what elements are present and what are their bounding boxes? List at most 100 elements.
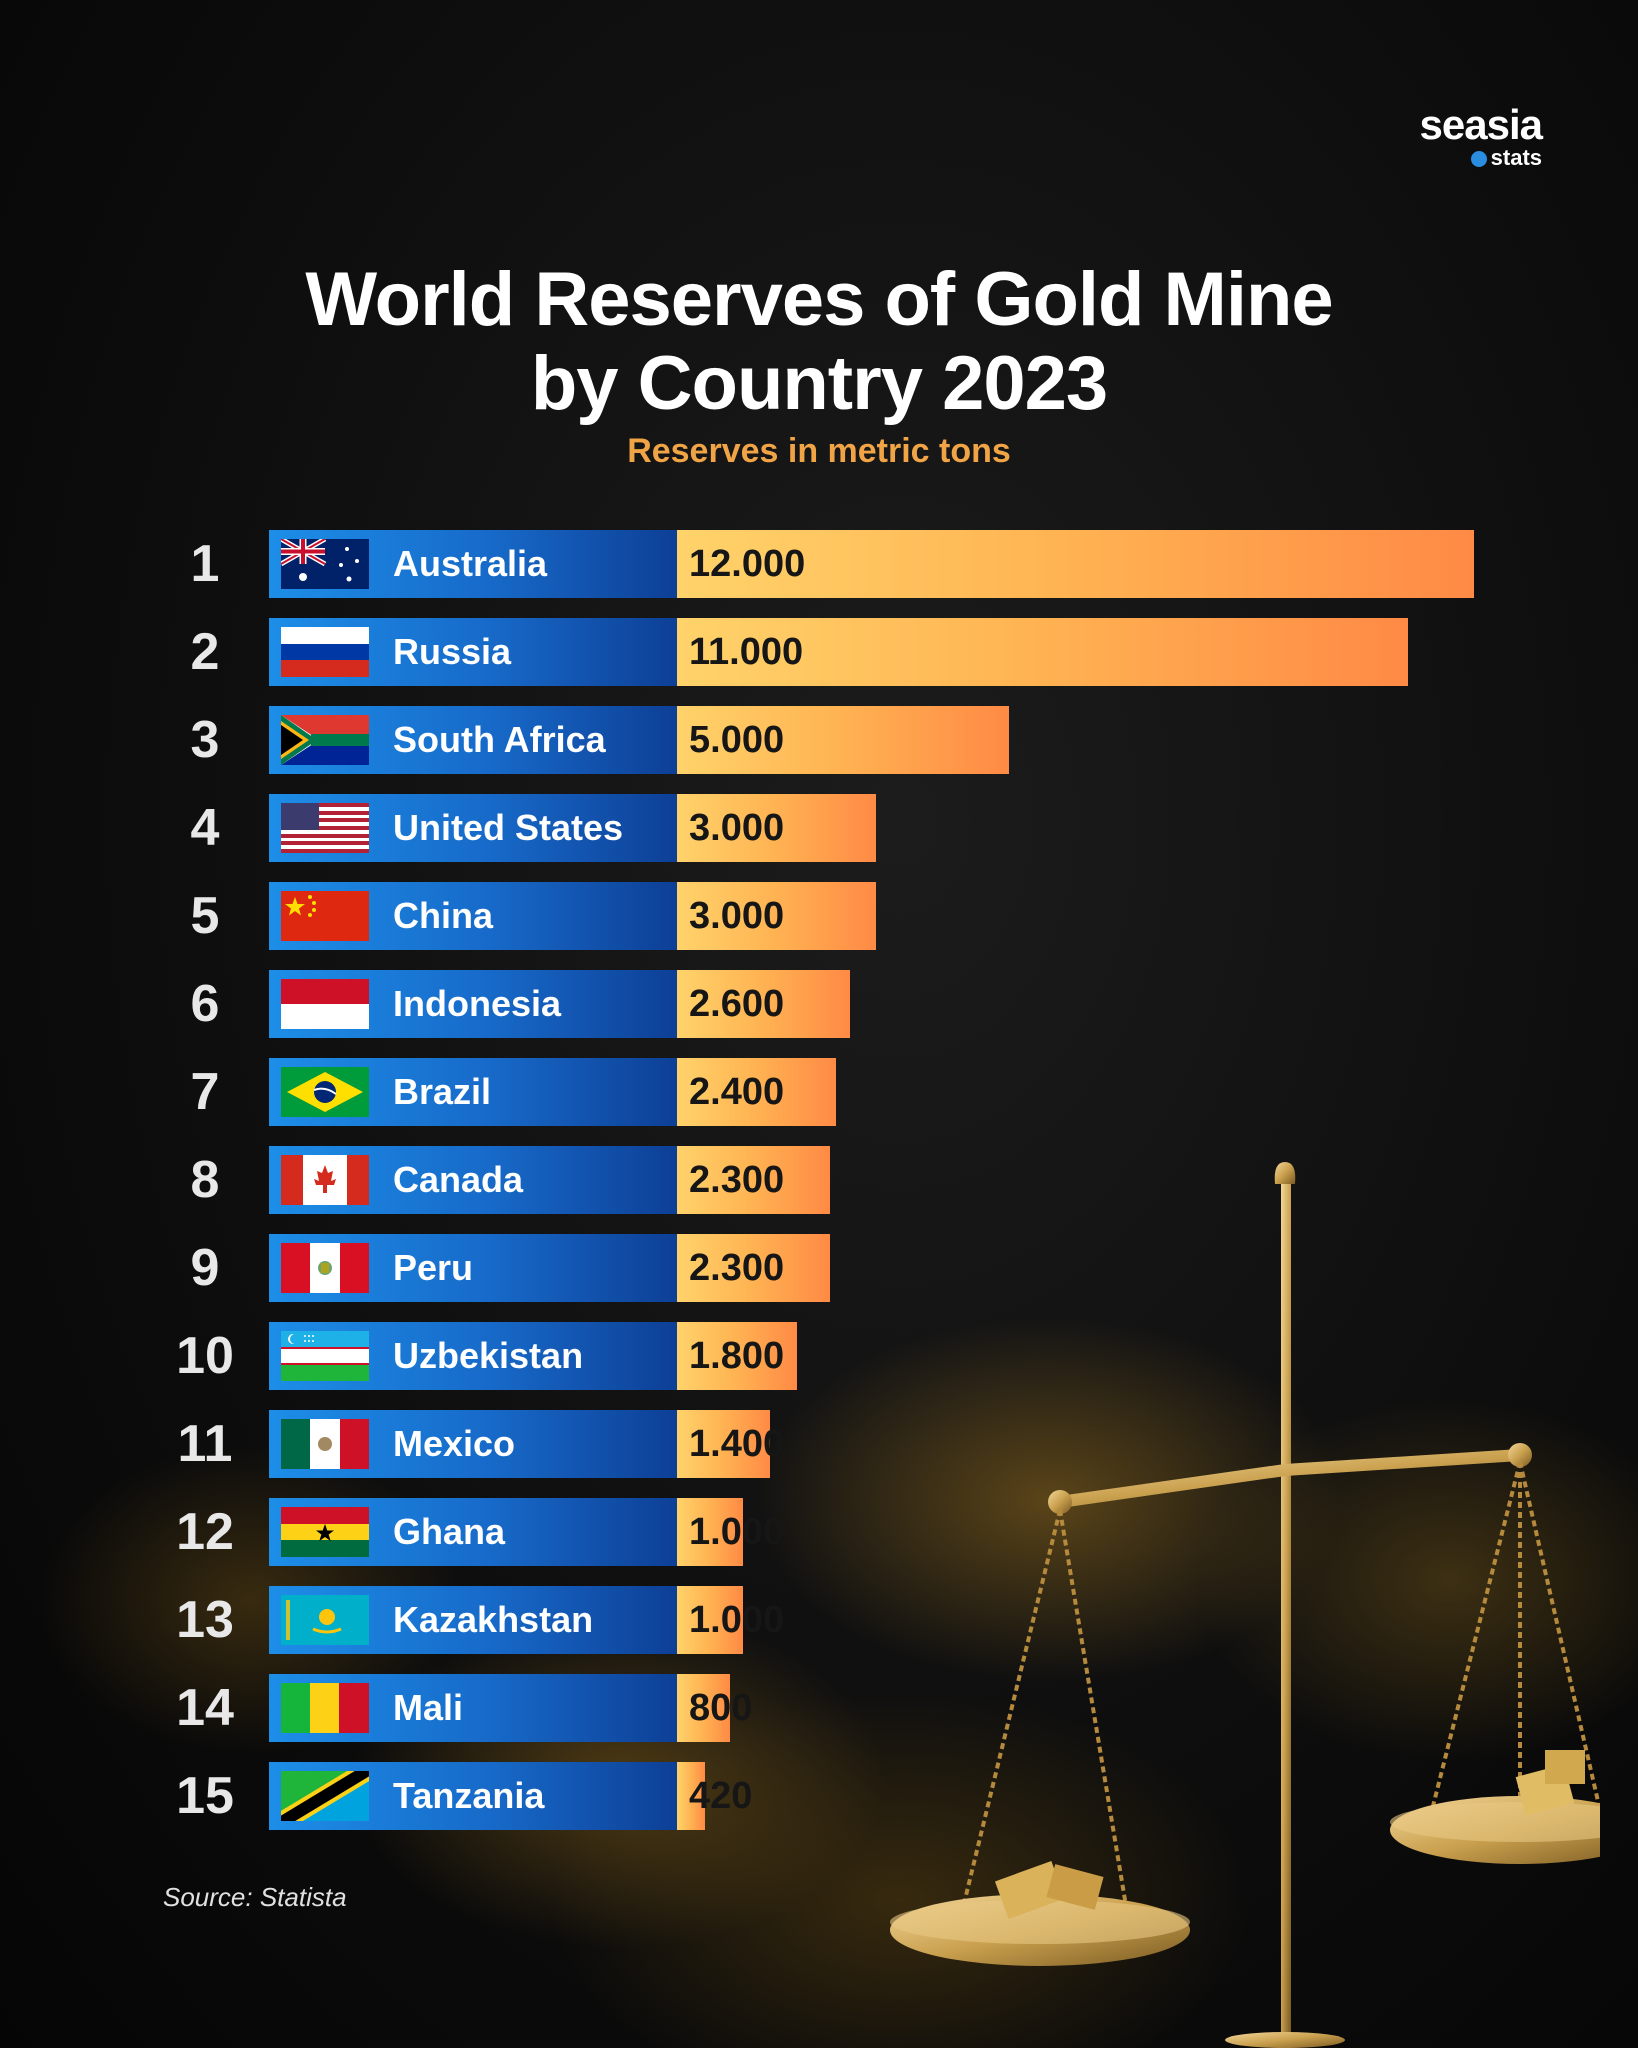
title-line-1: World Reserves of Gold Mine [305,257,1333,342]
brand-sub: stats [1490,145,1542,170]
rank-label: 6 [190,975,220,1033]
mali-flag [281,1683,369,1733]
source-note: Source: Statista [163,1882,347,1912]
country-label-box: China [269,882,677,950]
bar [677,1674,730,1742]
country-label-box: Tanzania [269,1762,677,1830]
value-label: 5.000 [689,719,785,761]
value-label: 420 [689,1775,753,1817]
value-label: 1.000 [689,1599,785,1641]
country-name: Uzbekistan [393,1335,584,1376]
country-label-box: Peru [269,1234,677,1302]
value-label: 3.000 [689,895,785,937]
bar [677,1146,830,1214]
bar [677,618,1408,686]
title-line-2: by Country 2023 [530,341,1108,426]
canada-flag [281,1155,369,1205]
country-label-box: Russia [269,618,677,686]
country-label-box: Indonesia [269,970,677,1038]
country-label-box: South Africa [269,706,677,774]
country-label-box: Ghana [269,1498,677,1566]
kazakhstan-flag [281,1595,369,1645]
tanzania-flag [281,1771,369,1821]
value-label: 3.000 [689,807,785,849]
country-name: Russia [393,631,512,672]
bar [677,706,1009,774]
rank-label: 9 [190,1239,220,1297]
globe-icon [1470,151,1487,168]
country-name: Mexico [393,1423,516,1464]
country-label-box: Canada [269,1146,677,1214]
value-label: 2.400 [689,1071,785,1113]
bar [677,1234,830,1302]
rank-label: 8 [190,1151,220,1209]
united-states-flag [281,803,369,853]
rank-label: 13 [176,1591,234,1649]
south-africa-flag [281,715,369,765]
bar [677,1586,743,1654]
chart-subtitle: Reserves in metric tons [627,432,1011,470]
country-name: Indonesia [393,983,562,1024]
country-label-box: Mexico [269,1410,677,1478]
bar [677,530,1474,598]
country-label-box: Uzbekistan [269,1322,677,1390]
value-label: 11.000 [689,631,804,673]
ghana-flag [281,1507,369,1557]
indonesia-flag [281,979,369,1029]
country-name: Mali [393,1687,464,1728]
bar [677,794,876,862]
rank-label: 7 [190,1063,220,1121]
rank-label: 1 [190,535,220,593]
bar [677,1058,836,1126]
rank-label: 10 [176,1327,234,1385]
china-flag [281,891,369,941]
mexico-flag [281,1419,369,1469]
value-label: 2.600 [689,983,785,1025]
rank-label: 5 [190,887,220,945]
country-name: Australia [393,543,548,584]
country-name: Kazakhstan [393,1599,594,1640]
page-title: World Reserves of Gold Mine by Country 2… [0,258,1638,426]
value-label: 800 [689,1687,753,1729]
country-name: Peru [393,1247,474,1288]
country-name: Tanzania [393,1775,545,1816]
rank-label: 11 [177,1415,233,1473]
bar [677,1498,743,1566]
country-name: United States [393,807,624,848]
value-label: 2.300 [689,1159,785,1201]
country-name: China [393,895,494,936]
australia-flag [281,539,369,589]
brazil-flag [281,1067,369,1117]
country-label-box: Mali [269,1674,677,1742]
brand-logo: seasia stats [1419,101,1543,170]
bar [677,1322,797,1390]
bar [677,1410,770,1478]
rank-label: 4 [190,799,220,857]
bar [677,1762,705,1830]
rank-label: 2 [190,623,220,681]
value-label: 1.800 [689,1335,785,1377]
rank-label: 3 [190,711,220,769]
value-label: 1.400 [689,1423,785,1465]
country-name: Ghana [393,1511,506,1552]
value-label: 2.300 [689,1247,785,1289]
country-label-box: Kazakhstan [269,1586,677,1654]
value-label: 12.000 [689,543,806,585]
country-label-box: United States [269,794,677,862]
rank-label: 14 [176,1679,234,1737]
country-name: Canada [393,1159,524,1200]
rank-label: 12 [176,1503,234,1561]
value-label: 1.000 [689,1511,785,1553]
country-label-box: Brazil [269,1058,677,1126]
country-name: Brazil [393,1071,492,1112]
uzbekistan-flag [281,1331,369,1381]
peru-flag [281,1243,369,1293]
bar [677,970,850,1038]
rank-label: 15 [176,1767,234,1825]
russia-flag [281,627,369,677]
balance-scale-icon [890,1162,1600,2048]
country-name: South Africa [393,719,606,760]
brand-name: seasia [1419,101,1543,148]
bar [677,882,876,950]
